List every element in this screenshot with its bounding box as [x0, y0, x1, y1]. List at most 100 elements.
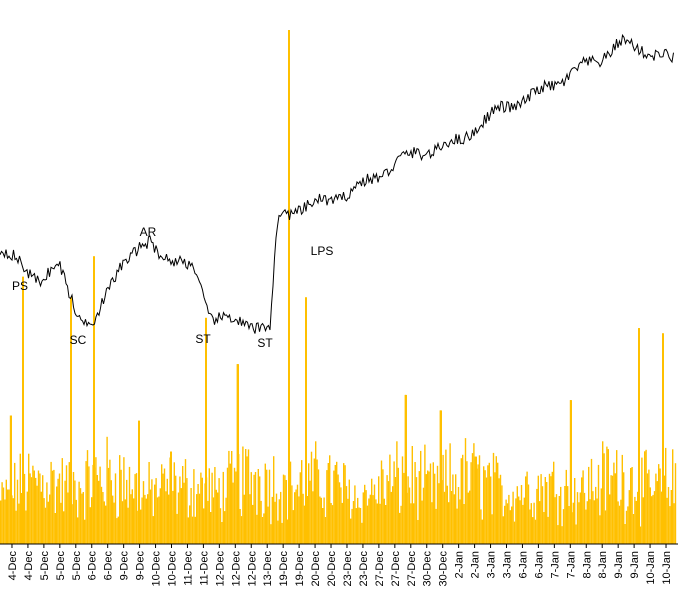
volume-bar	[550, 476, 552, 544]
volume-bar	[273, 456, 275, 544]
volume-bar	[84, 519, 86, 544]
volume-bar	[498, 478, 500, 544]
x-tick-label: 13-Dec	[262, 551, 274, 587]
volume-bar	[128, 466, 131, 544]
volume-bar	[218, 478, 220, 544]
volume-bar	[201, 477, 203, 544]
volume-bar	[114, 473, 117, 544]
volume-bar	[635, 500, 637, 544]
volume-bar	[1, 482, 3, 544]
volume-bar	[483, 466, 485, 544]
volume-bar	[561, 526, 563, 544]
volume-bar	[390, 491, 392, 544]
volume-bar	[673, 503, 675, 544]
volume-bar	[75, 499, 77, 544]
volume-bar	[464, 438, 467, 544]
volume-bar	[212, 497, 215, 544]
volume-bar	[91, 497, 93, 544]
volume-bar	[578, 502, 580, 544]
volume-bar	[165, 491, 167, 544]
volume-bar	[79, 488, 82, 544]
volume-bar	[232, 482, 234, 544]
volume-bar	[322, 508, 324, 544]
volume-bar	[438, 483, 440, 544]
volume-bar	[403, 472, 405, 544]
volume-bar	[179, 476, 181, 544]
volume-bar	[284, 475, 286, 544]
volume-bar	[291, 485, 293, 544]
volume-bar	[341, 502, 343, 544]
volume-bar	[32, 465, 34, 544]
volume-bar	[536, 488, 538, 544]
volume-bar	[506, 503, 509, 544]
wyckoff-annotations: PS SC AR ST ST LPS	[12, 225, 333, 350]
volume-bar	[263, 513, 265, 544]
volume-bar	[588, 466, 590, 544]
volume-spike	[305, 297, 307, 544]
volume-bar	[274, 501, 276, 544]
volume-bar	[63, 511, 65, 544]
volume-bar	[616, 450, 618, 544]
price-series	[0, 33, 674, 334]
volume-bar	[397, 467, 399, 544]
volume-spike	[662, 333, 664, 544]
volume-bar	[436, 465, 439, 544]
volume-bar	[597, 464, 600, 544]
x-tick-label: 27-Dec	[406, 551, 418, 587]
volume-bar	[642, 497, 644, 544]
volume-spike	[237, 364, 239, 544]
volume-bar	[582, 470, 584, 544]
volume-bar	[513, 521, 516, 544]
volume-bar	[28, 453, 30, 544]
volume-bar	[352, 501, 355, 544]
annotation-ar: AR	[140, 225, 157, 239]
volume-bar	[504, 505, 506, 544]
volume-bar	[613, 462, 615, 544]
volume-bar	[415, 477, 418, 544]
volume-bar	[621, 454, 623, 544]
volume-bar	[217, 492, 219, 544]
volume-bar	[394, 477, 397, 544]
volume-bar	[172, 490, 174, 544]
volume-bar	[586, 501, 588, 544]
volume-bar	[119, 455, 121, 544]
volume-bar	[369, 494, 371, 544]
volume-bar	[126, 479, 128, 544]
volume-bar	[366, 505, 369, 544]
annotation-st: ST	[257, 336, 273, 350]
volume-bar	[282, 474, 285, 544]
volume-bar	[641, 457, 643, 544]
volume-bar	[54, 513, 56, 544]
volume-bar	[485, 477, 488, 544]
volume-bar	[57, 478, 59, 544]
volume-bar	[658, 464, 660, 544]
volume-bar	[78, 481, 80, 544]
volume-bar	[15, 510, 17, 544]
volume-bar	[166, 478, 168, 544]
volume-bar	[350, 518, 352, 544]
volume-bar	[365, 490, 367, 544]
volume-bar	[345, 486, 348, 544]
volume-bar	[151, 479, 153, 544]
volume-bar	[459, 499, 461, 544]
volume-bar	[256, 514, 258, 544]
x-tick-label: 6-Dec	[87, 551, 99, 581]
volume-bar	[648, 469, 650, 544]
volume-bar	[344, 465, 346, 544]
x-tick-label: 10-Dec	[151, 551, 163, 587]
volume-bar	[375, 499, 377, 544]
volume-bar	[445, 449, 447, 544]
volume-bar	[547, 516, 549, 544]
x-tick-label: 5-Dec	[39, 551, 51, 581]
volume-bar	[33, 470, 35, 544]
x-tick-label: 20-Dec	[326, 551, 338, 587]
volume-bar	[389, 454, 391, 544]
volume-bar	[228, 450, 230, 544]
annotation-st: ST	[195, 332, 211, 346]
volume-bar	[35, 477, 37, 544]
volume-bar	[579, 492, 581, 544]
volume-bar	[432, 462, 434, 544]
x-tick-label: 12-Dec	[230, 551, 242, 587]
